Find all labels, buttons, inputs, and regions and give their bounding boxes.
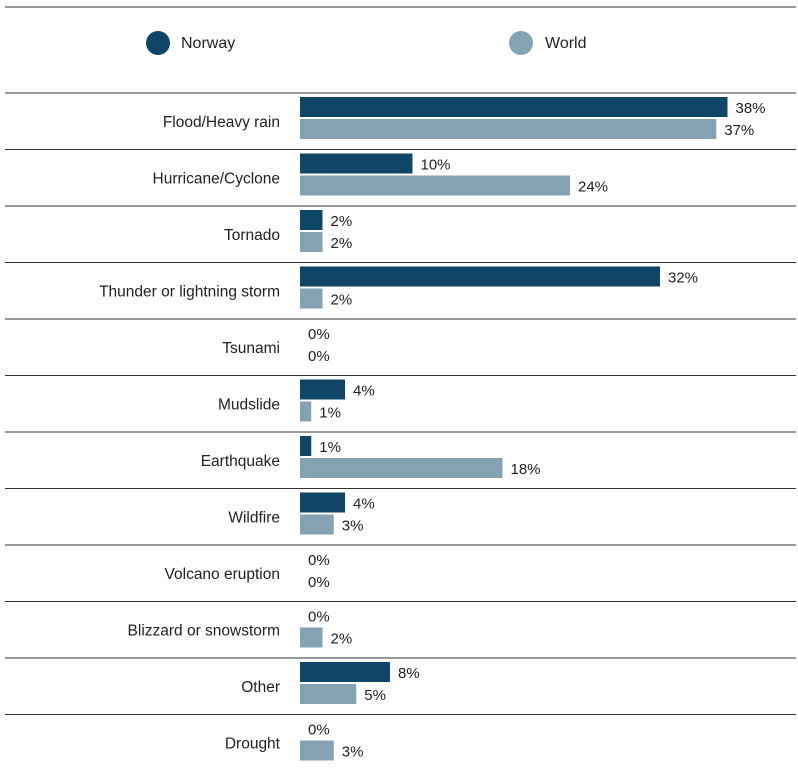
bar-norway — [300, 97, 728, 117]
data-label-norway: 32% — [668, 270, 698, 287]
data-label-world: 18% — [511, 461, 541, 478]
bar-norway — [300, 492, 345, 513]
data-label-world: 37% — [724, 122, 754, 139]
bar-norway — [300, 379, 345, 400]
chart-row: Other 8% 5% — [241, 662, 420, 704]
legend-item-norway: Norway — [146, 31, 235, 55]
chart-row: Flood/Heavy rain 38% 37% — [163, 97, 766, 139]
data-label-world: 24% — [578, 179, 608, 196]
data-label-world: 2% — [331, 631, 353, 648]
data-label-norway: 4% — [353, 496, 375, 513]
bar-world — [300, 514, 334, 535]
data-label-norway: 1% — [319, 439, 341, 456]
bar-norway — [300, 266, 660, 287]
chart-row: Thunder or lightning storm 32% 2% — [99, 266, 698, 309]
category-label: Wildfire — [228, 510, 280, 527]
data-label-norway: 38% — [736, 100, 766, 117]
data-label-world: 2% — [331, 292, 353, 309]
data-label-world: 0% — [308, 348, 330, 365]
bar-norway — [300, 436, 312, 456]
category-label: Earthquake — [201, 453, 280, 470]
data-label-norway: 4% — [353, 383, 375, 400]
bar-norway — [300, 153, 413, 174]
row-dividers — [5, 6, 796, 715]
data-label-norway: 10% — [421, 157, 451, 174]
legend-swatch — [146, 31, 170, 55]
data-label-world: 5% — [364, 687, 386, 704]
legend-item-world: World — [509, 31, 587, 55]
data-label-norway: 2% — [331, 213, 353, 230]
category-label: Hurricane/Cyclone — [153, 171, 281, 188]
chart-row: Wildfire 4% 3% — [228, 492, 375, 535]
data-label-norway: 8% — [398, 665, 420, 682]
category-label: Blizzard or snowstorm — [128, 623, 280, 640]
category-label: Other — [241, 679, 280, 696]
data-label-world: 3% — [342, 518, 364, 535]
chart-rows: Flood/Heavy rain 38% 37% Hurricane/Cyclone 1… — [99, 97, 766, 761]
category-label: Volcano eruption — [165, 566, 280, 583]
legend-label: Norway — [181, 35, 235, 52]
data-label-norway: 0% — [308, 326, 330, 343]
chart-row: Hurricane/Cyclone 10% 24% — [153, 153, 608, 196]
data-label-world: 2% — [331, 235, 353, 252]
bar-world — [300, 684, 357, 704]
data-label-world: 1% — [319, 405, 341, 422]
chart-row: Blizzard or snowstorm 0%2% — [128, 609, 353, 648]
bar-world — [300, 119, 717, 139]
legend-swatch — [509, 31, 533, 55]
category-label: Thunder or lightning storm — [99, 284, 280, 301]
data-label-norway: 0% — [308, 552, 330, 569]
bar-world — [300, 458, 503, 478]
chart-row: Tsunami 0% 0% — [222, 326, 329, 365]
bar-world — [300, 401, 312, 422]
bar-norway — [300, 210, 323, 230]
chart-row: Drought 0% 3% — [225, 722, 364, 761]
category-label: Drought — [225, 736, 281, 753]
legend: Norway World — [146, 31, 587, 55]
bar-world — [300, 232, 323, 252]
bar-world — [300, 740, 334, 761]
data-label-norway: 0% — [308, 722, 330, 739]
data-label-world: 3% — [342, 744, 364, 761]
category-label: Mudslide — [218, 397, 280, 414]
chart-row: Tornado 2% 2% — [224, 210, 352, 252]
chart-row: Mudslide 4% 1% — [218, 379, 375, 422]
bar-norway — [300, 662, 390, 682]
bar-world — [300, 627, 323, 648]
category-label: Tsunami — [222, 340, 280, 357]
legend-label: World — [545, 35, 587, 52]
category-label: Flood/Heavy rain — [163, 114, 280, 131]
chart-row: Volcano eruption 0% 0% — [165, 552, 330, 591]
chart-row: Earthquake 1% 18% — [201, 436, 541, 478]
bar-world — [300, 175, 570, 196]
category-label: Tornado — [224, 227, 280, 244]
data-label-world: 0% — [308, 574, 330, 591]
data-label-norway: 0% — [308, 609, 330, 626]
bar-world — [300, 288, 323, 309]
